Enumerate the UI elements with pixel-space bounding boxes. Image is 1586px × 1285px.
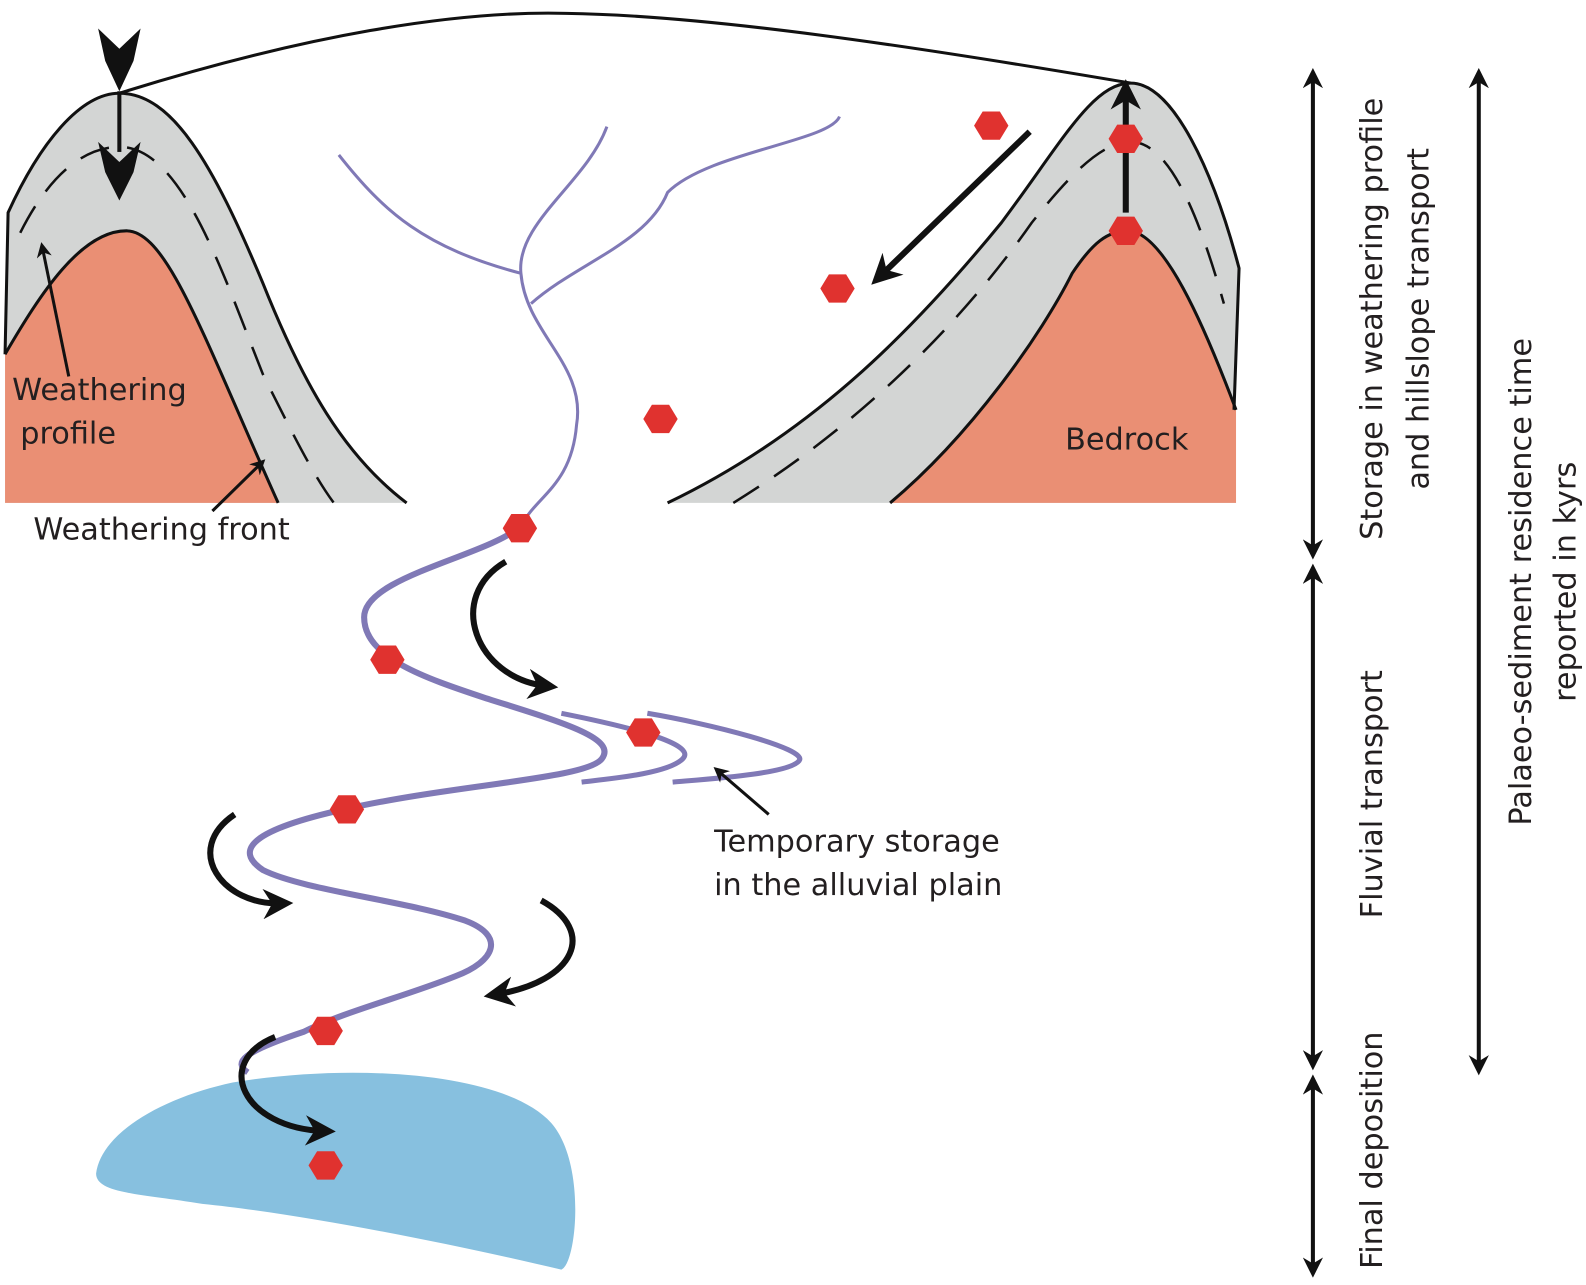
scale-label: Palaeo-sediment residence time	[1504, 338, 1539, 826]
label: profile	[20, 417, 116, 452]
scale-label: and hillslope transport	[1402, 148, 1437, 490]
grain	[626, 718, 660, 746]
tributary	[339, 155, 521, 273]
flow-arrow	[210, 814, 281, 903]
arch	[119, 13, 1130, 93]
chevron	[98, 29, 140, 92]
main-river	[242, 526, 605, 1072]
scale-label: Storage in weathering profile	[1355, 98, 1390, 540]
grain	[330, 795, 364, 823]
grain	[820, 274, 854, 302]
label: Bedrock	[1065, 423, 1189, 458]
marker-stem	[117, 91, 121, 152]
label: in the alluvial plain	[714, 868, 1002, 903]
meander	[647, 713, 799, 782]
river	[242, 117, 840, 1073]
scale-label: Fluvial transport	[1355, 670, 1390, 918]
flow-arrow	[496, 900, 573, 994]
scale-label: Final deposition	[1355, 1031, 1390, 1269]
diagram: Weathering profile Weathering front Bedr…	[0, 0, 1586, 1285]
label: Weathering front	[33, 513, 289, 548]
page: {"labels": { "weathering_profile": ["Wea…	[0, 0, 1586, 1285]
grain	[974, 111, 1008, 139]
flow-arrow	[473, 562, 546, 686]
grain	[370, 646, 404, 674]
time-scale	[1313, 76, 1479, 1270]
scale-label: reported in kyrs	[1548, 462, 1583, 702]
label: Weathering	[12, 373, 187, 408]
tributary	[531, 117, 840, 304]
grain	[309, 1017, 343, 1045]
tributary	[521, 127, 607, 527]
grain	[643, 405, 677, 433]
label: Temporary storage	[713, 824, 1000, 859]
